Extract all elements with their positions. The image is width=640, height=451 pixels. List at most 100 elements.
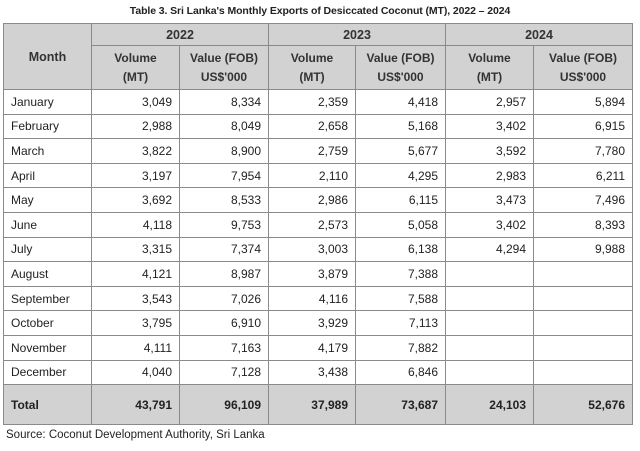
value-cell: 8,987 bbox=[179, 261, 269, 287]
volume-cell: 3,795 bbox=[91, 310, 180, 336]
month-cell: September bbox=[3, 285, 92, 312]
month-cell: February bbox=[3, 113, 92, 140]
volume-cell bbox=[445, 310, 534, 336]
year-header-2023: 2023 bbox=[268, 23, 446, 46]
total-row: Total 43,791 96,109 37,989 73,687 24,103 52,67… bbox=[3, 384, 633, 426]
volume-cell bbox=[445, 261, 534, 287]
value-cell: 7,374 bbox=[179, 236, 269, 263]
volume-cell: 4,118 bbox=[91, 211, 180, 238]
value-cell: 8,334 bbox=[179, 89, 269, 115]
table-row: March 3,822 8,900 2,759 5,677 3,592 7,780 bbox=[3, 138, 633, 164]
volume-cell: 3,692 bbox=[91, 187, 180, 213]
volume-cell: 2,658 bbox=[268, 113, 356, 140]
volume-cell: 3,197 bbox=[91, 162, 180, 189]
volume-cell: 2,983 bbox=[445, 162, 534, 189]
value-cell: 4,418 bbox=[355, 89, 446, 115]
table-row: February 2,988 8,049 2,658 5,168 3,402 6,915 bbox=[3, 113, 633, 140]
value-cell: 9,988 bbox=[533, 236, 633, 263]
volume-cell: 2,359 bbox=[268, 89, 356, 115]
volume-cell: 4,294 bbox=[445, 236, 534, 263]
value-cell: 8,900 bbox=[179, 138, 269, 164]
month-cell: October bbox=[3, 310, 92, 336]
value-cell: 7,780 bbox=[533, 138, 633, 164]
volume-cell: 4,179 bbox=[268, 334, 356, 361]
value-cell: 8,533 bbox=[179, 187, 269, 213]
value-header: Value (FOB) US$'000 bbox=[355, 45, 446, 90]
value-cell bbox=[533, 359, 633, 386]
value-header: Value (FOB) US$'000 bbox=[533, 45, 633, 90]
volume-cell: 4,121 bbox=[91, 261, 180, 287]
volume-cell: 2,573 bbox=[268, 211, 356, 238]
value-cell bbox=[533, 310, 633, 336]
value-cell: 8,393 bbox=[533, 211, 633, 238]
volume-cell: 2,759 bbox=[268, 138, 356, 164]
table-row: January 3,049 8,334 2,359 4,418 2,957 5,894 bbox=[3, 89, 633, 115]
total-value-2022: 96,109 bbox=[179, 384, 269, 426]
value-cell: 5,894 bbox=[533, 89, 633, 115]
volume-cell: 3,003 bbox=[268, 236, 356, 263]
month-cell: March bbox=[3, 138, 92, 164]
value-cell: 9,753 bbox=[179, 211, 269, 238]
total-volume-2022: 43,791 bbox=[91, 384, 180, 426]
month-cell: November bbox=[3, 334, 92, 361]
value-header: Value (FOB) US$'000 bbox=[179, 45, 269, 90]
value-cell: 6,211 bbox=[533, 162, 633, 189]
table-title: Table 3. Sri Lanka's Monthly Exports of … bbox=[129, 5, 511, 17]
value-cell: 6,138 bbox=[355, 236, 446, 263]
volume-cell: 4,116 bbox=[268, 285, 356, 312]
value-cell: 6,910 bbox=[179, 310, 269, 336]
month-cell: December bbox=[3, 359, 92, 386]
value-cell: 4,295 bbox=[355, 162, 446, 189]
volume-cell bbox=[445, 359, 534, 386]
total-value-2023: 73,687 bbox=[355, 384, 446, 426]
table-row: April 3,197 7,954 2,110 4,295 2,983 6,211 bbox=[3, 162, 633, 189]
month-cell: April bbox=[3, 162, 92, 189]
table-row: July 3,315 7,374 3,003 6,138 4,294 9,988 bbox=[3, 236, 633, 263]
volume-cell: 4,040 bbox=[91, 359, 180, 386]
volume-cell: 3,049 bbox=[91, 89, 180, 115]
volume-cell: 3,543 bbox=[91, 285, 180, 312]
volume-cell: 2,957 bbox=[445, 89, 534, 115]
value-cell: 8,049 bbox=[179, 113, 269, 140]
value-cell: 6,915 bbox=[533, 113, 633, 140]
total-volume-2023: 37,989 bbox=[268, 384, 356, 426]
month-cell: January bbox=[3, 89, 92, 115]
value-cell: 7,496 bbox=[533, 187, 633, 213]
volume-cell: 2,986 bbox=[268, 187, 356, 213]
table-row: November 4,111 7,163 4,179 7,882 bbox=[3, 334, 633, 361]
total-label: Total bbox=[3, 384, 92, 426]
value-cell: 7,026 bbox=[179, 285, 269, 312]
table-row: September 3,543 7,026 4,116 7,588 bbox=[3, 285, 633, 312]
volume-cell: 3,315 bbox=[91, 236, 180, 263]
year-header-2024: 2024 bbox=[445, 23, 633, 46]
value-cell: 5,168 bbox=[355, 113, 446, 140]
volume-cell: 3,402 bbox=[445, 113, 534, 140]
volume-cell: 3,929 bbox=[268, 310, 356, 336]
volume-header: Volume (MT) bbox=[91, 45, 180, 90]
volume-cell: 3,438 bbox=[268, 359, 356, 386]
value-cell: 7,588 bbox=[355, 285, 446, 312]
value-cell: 7,163 bbox=[179, 334, 269, 361]
volume-cell: 3,473 bbox=[445, 187, 534, 213]
table-row: August 4,121 8,987 3,879 7,388 bbox=[3, 261, 633, 287]
total-volume-2024: 24,103 bbox=[445, 384, 534, 426]
volume-header: Volume (MT) bbox=[445, 45, 534, 90]
value-cell: 6,846 bbox=[355, 359, 446, 386]
volume-cell: 4,111 bbox=[91, 334, 180, 361]
volume-cell: 3,402 bbox=[445, 211, 534, 238]
volume-cell: 2,110 bbox=[268, 162, 356, 189]
value-cell bbox=[533, 285, 633, 312]
value-cell bbox=[533, 334, 633, 361]
volume-cell: 3,592 bbox=[445, 138, 534, 164]
value-cell: 6,115 bbox=[355, 187, 446, 213]
exports-table: Month 2022 2023 2024 Volume (MT) Value (F… bbox=[3, 23, 633, 426]
volume-header: Volume (MT) bbox=[268, 45, 356, 90]
volume-cell bbox=[445, 334, 534, 361]
table-row: October 3,795 6,910 3,929 7,113 bbox=[3, 310, 633, 336]
source-note: Source: Coconut Development Authority, S… bbox=[6, 429, 265, 441]
value-cell: 7,388 bbox=[355, 261, 446, 287]
month-cell: May bbox=[3, 187, 92, 213]
volume-cell: 3,879 bbox=[268, 261, 356, 287]
volume-cell: 3,822 bbox=[91, 138, 180, 164]
value-cell: 7,882 bbox=[355, 334, 446, 361]
